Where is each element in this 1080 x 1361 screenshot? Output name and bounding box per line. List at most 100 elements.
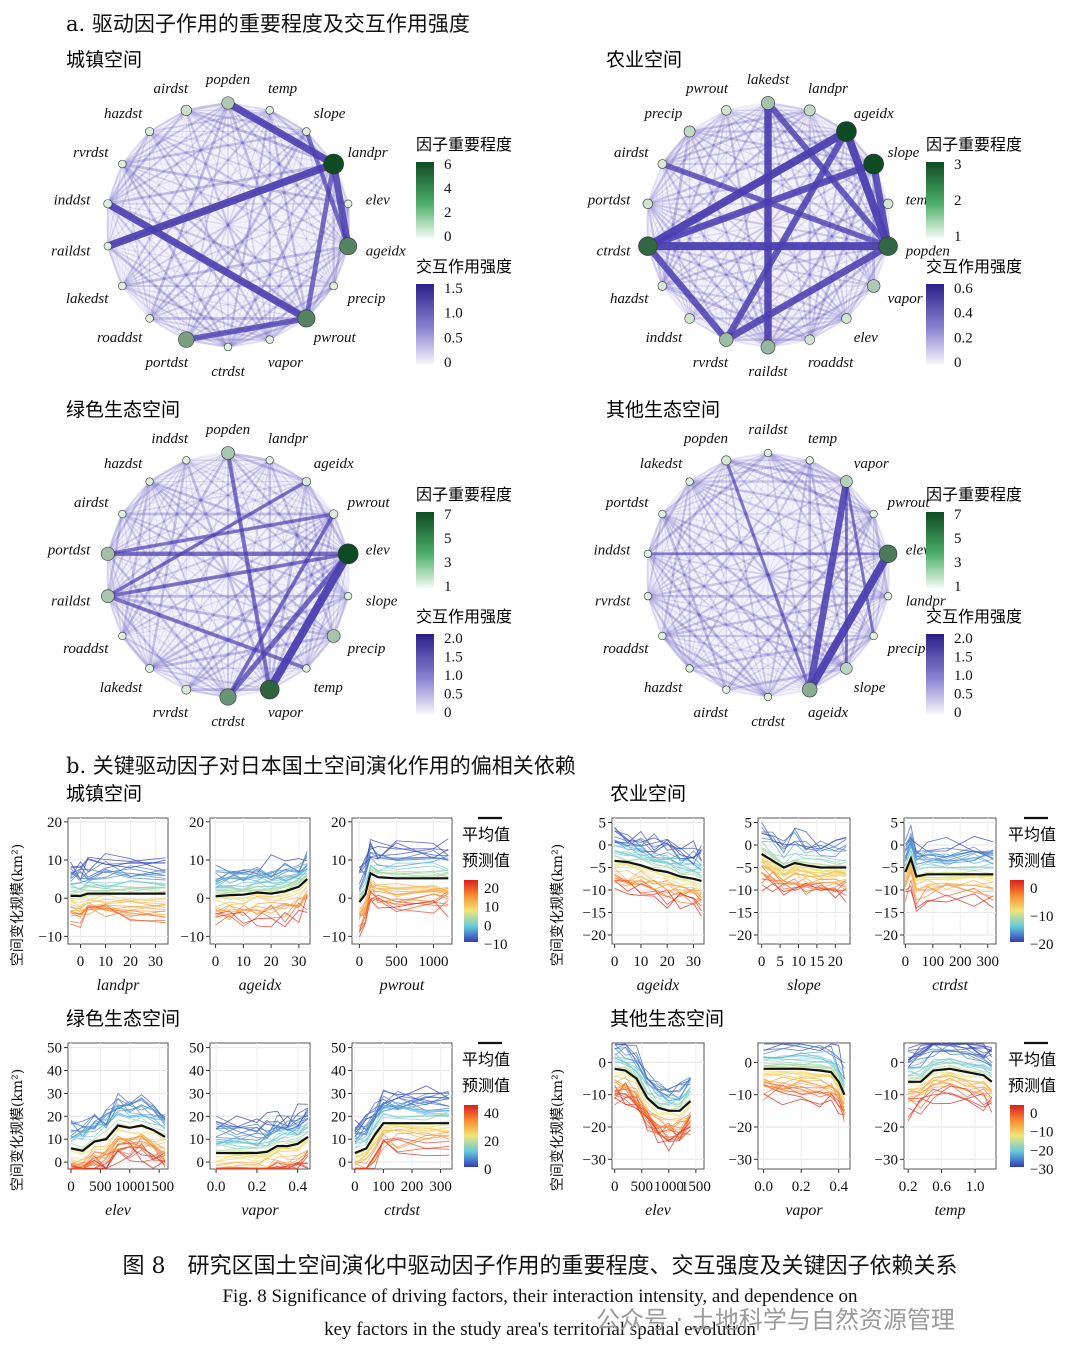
ice-curve <box>763 1078 845 1104</box>
edge-faint <box>661 635 769 698</box>
node-inddst <box>643 549 652 558</box>
legend-color-tick: −20 <box>1030 1143 1053 1159</box>
edge-faint <box>107 203 271 341</box>
x-tick-label: 1000 <box>115 1179 145 1195</box>
pdp-group-title: 其他生态空间 <box>610 1008 724 1030</box>
edge-faint <box>107 459 187 597</box>
ice-curve <box>354 1089 450 1131</box>
ice-curve <box>354 1133 450 1164</box>
y-tick-label: 10 <box>331 853 346 869</box>
y-tick-label: −20 <box>583 1120 606 1136</box>
ice-curve <box>908 1064 992 1080</box>
legend-interaction-tick: 1.0 <box>444 668 463 684</box>
ice-curve <box>614 1046 691 1100</box>
y-tick-label: 40 <box>47 1063 62 1079</box>
node-hazdst <box>145 127 155 137</box>
x-tick-label: 0.6 <box>932 1179 951 1195</box>
edge-faint <box>689 130 889 248</box>
edge-faint <box>107 452 229 555</box>
ice-curve <box>904 867 994 893</box>
x-tick-label: 100 <box>922 954 945 970</box>
node-label-precip: precip <box>887 641 926 657</box>
legend-color-tick: 10 <box>484 900 499 916</box>
legend-mean-label: 平均值 <box>462 1050 510 1069</box>
node-label-pwrout: pwrout <box>887 495 931 511</box>
node-label-vapor: vapor <box>268 355 303 371</box>
node-label-ctrdst: ctrdst <box>597 243 631 259</box>
edge-faint <box>185 102 229 340</box>
edge-faint <box>305 513 335 669</box>
edge-faint <box>647 595 727 690</box>
edge-faint <box>646 595 691 670</box>
edge-faint <box>809 459 889 555</box>
node-label-vapor: vapor <box>268 705 303 721</box>
edge-faint <box>227 102 271 340</box>
edge-faint <box>689 452 769 669</box>
ice-curve <box>761 882 847 903</box>
edge-faint <box>845 481 875 515</box>
ice-curve <box>354 1129 450 1164</box>
edge-faint <box>148 130 308 320</box>
ice-curve <box>70 1146 166 1170</box>
node-rvrdst <box>118 159 127 169</box>
ice-curve <box>761 872 847 889</box>
ice-curve <box>354 1139 450 1169</box>
node-portdst <box>642 198 654 209</box>
node-raildst <box>760 339 776 355</box>
ice-curve <box>908 1057 992 1077</box>
node-landpr <box>323 153 344 175</box>
y-tick-label: 20 <box>47 815 62 831</box>
ice-curve <box>216 1126 309 1147</box>
edge-faint <box>186 101 229 112</box>
edge-faint <box>646 451 769 555</box>
edge-faint <box>107 553 270 690</box>
node-airdst <box>657 159 668 169</box>
y-axis-label: 空间变化规模(km²) <box>10 1069 26 1191</box>
network-chart-other: 其他生态空间 raildst temp vapor pwrout elev landpr pr… <box>594 399 1022 730</box>
node-portdst <box>178 331 195 348</box>
edge-faint <box>121 452 230 637</box>
edge-faint <box>121 513 229 698</box>
edge-faint <box>226 110 271 348</box>
node-airdst <box>180 104 192 116</box>
legend-importance-bar <box>926 162 944 238</box>
node-precip <box>683 125 696 138</box>
edge-faint <box>122 163 334 287</box>
y-tick-label: 10 <box>47 853 62 869</box>
edge-faint <box>149 130 349 248</box>
edge-faint <box>149 130 349 205</box>
edge-faint <box>106 109 188 205</box>
edge-faint <box>647 513 874 555</box>
edge-faint <box>845 635 875 669</box>
node-label-rvrdst: rvrdst <box>73 145 109 161</box>
x-tick-label: 0.2 <box>792 1179 811 1195</box>
edge-faint <box>646 480 691 555</box>
edge-faint <box>689 459 727 483</box>
node-pwrout <box>869 509 878 519</box>
ice-curve <box>359 898 449 916</box>
edge-faint <box>121 481 151 515</box>
edge-faint <box>122 553 349 637</box>
node-label-pwrout: pwrout <box>313 330 357 346</box>
x-tick-label: 1500 <box>681 1179 711 1195</box>
node-ageidx <box>301 476 312 487</box>
y-tick-label: −10 <box>875 1088 898 1104</box>
edge-faint <box>660 131 691 287</box>
edge-faint <box>185 130 308 341</box>
y-tick-label: 0 <box>891 1055 899 1071</box>
node-label-hazdst: hazdst <box>104 106 143 122</box>
edge-faint <box>647 110 727 247</box>
edge-faint <box>647 459 728 597</box>
legend-interaction-tick: 0.4 <box>954 306 973 322</box>
node-label-lakedst: lakedst <box>747 72 790 88</box>
ice-curve <box>216 1153 309 1169</box>
y-tick-label: −5 <box>590 861 606 877</box>
node-portdst <box>100 546 115 561</box>
edge-strong <box>723 128 850 343</box>
mean-curve <box>904 855 994 878</box>
ice-curve <box>215 885 308 908</box>
edge-faint <box>305 595 349 669</box>
edge-faint <box>689 285 874 319</box>
edge-faint <box>185 163 335 341</box>
